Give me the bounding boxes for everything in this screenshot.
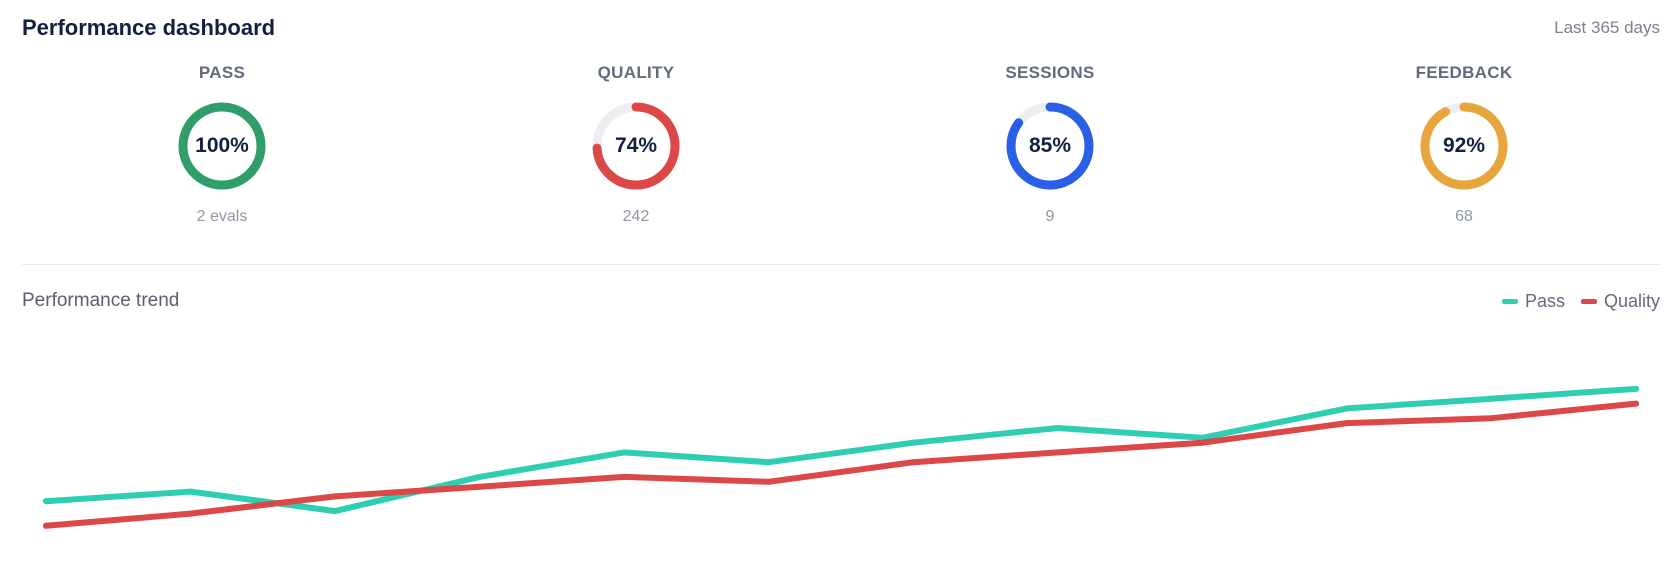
metric-label: SESSIONS	[1005, 63, 1095, 82]
metric-sessions: SESSIONS 85% 9	[940, 62, 1160, 226]
data-point-pass	[1633, 385, 1639, 392]
metric-value: 74%	[614, 134, 658, 157]
quality-donut: 74%	[588, 98, 684, 194]
data-point-quality	[187, 510, 194, 517]
metric-pass: PASS 100% 2 evals	[112, 62, 332, 226]
metric-value: 92%	[1442, 134, 1486, 157]
data-point-quality	[43, 522, 49, 529]
donut-arc	[1006, 102, 1094, 190]
trend-chart	[43, 385, 1639, 529]
data-point-pass	[43, 498, 49, 505]
metric-sub: 242	[622, 208, 650, 225]
data-point-pass	[332, 508, 339, 515]
metric-value: 85%	[1028, 134, 1072, 157]
pass-donut: 100%	[174, 98, 270, 194]
trend-title: Performance trend	[22, 290, 180, 311]
data-point-quality	[1488, 415, 1495, 422]
trend-header: Performance trend Pass Quality	[22, 286, 1660, 316]
metric-sub: 2 evals	[196, 208, 248, 225]
chart-legend: Pass Quality	[1486, 291, 1660, 312]
data-point-pass	[910, 439, 917, 446]
data-point-pass	[1488, 395, 1495, 402]
legend-label-quality: Quality	[1603, 290, 1660, 311]
data-point-quality	[765, 478, 772, 485]
donut-arc	[592, 102, 680, 190]
data-point-pass	[1343, 405, 1350, 412]
metric-quality: QUALITY 74% 242	[526, 62, 746, 226]
data-point-quality	[1633, 400, 1639, 407]
data-point-pass	[187, 488, 194, 495]
metric-sub: 9	[1045, 208, 1055, 225]
metric-label: FEEDBACK	[1415, 63, 1513, 82]
metric-value: 100%	[195, 134, 249, 157]
data-point-quality	[910, 459, 917, 466]
date-range-label[interactable]: Last 365 days	[1554, 18, 1660, 37]
legend-swatch-quality	[1580, 298, 1597, 304]
data-point-quality	[1343, 420, 1350, 427]
dashboard-header: Performance dashboard Last 365 days	[22, 8, 1660, 48]
feedback-donut: 92%	[1416, 98, 1512, 194]
data-point-pass	[476, 473, 483, 480]
legend-swatch-pass	[1501, 298, 1518, 304]
metric-feedback: FEEDBACK 92% 68	[1354, 62, 1574, 226]
series-line-quality	[43, 400, 1639, 529]
data-point-quality	[476, 483, 483, 490]
data-point-quality	[1199, 439, 1206, 446]
legend-label-pass: Pass	[1524, 290, 1565, 311]
data-point-quality	[1054, 449, 1061, 456]
data-point-pass	[765, 459, 772, 466]
metric-label: PASS	[198, 63, 246, 82]
metrics-row: PASS 100% 2 evals QUALITY 74% 242 SESSIO…	[0, 62, 1674, 242]
data-point-pass	[1054, 425, 1061, 431]
section-divider	[22, 264, 1660, 265]
data-point-pass	[621, 449, 628, 456]
legend-item-quality[interactable]: Quality	[1580, 290, 1660, 312]
data-point-pass	[1199, 434, 1206, 441]
legend-item-pass[interactable]: Pass	[1501, 290, 1565, 312]
donut-arc	[1420, 102, 1508, 190]
metric-label: QUALITY	[597, 63, 675, 82]
metric-sub: 68	[1455, 208, 1473, 225]
series-line-pass	[43, 385, 1639, 515]
data-point-quality	[621, 473, 628, 480]
page-title: Performance dashboard	[22, 15, 276, 40]
data-point-quality	[332, 493, 339, 500]
sessions-donut: 85%	[1002, 98, 1098, 194]
donut-arc	[178, 102, 266, 190]
